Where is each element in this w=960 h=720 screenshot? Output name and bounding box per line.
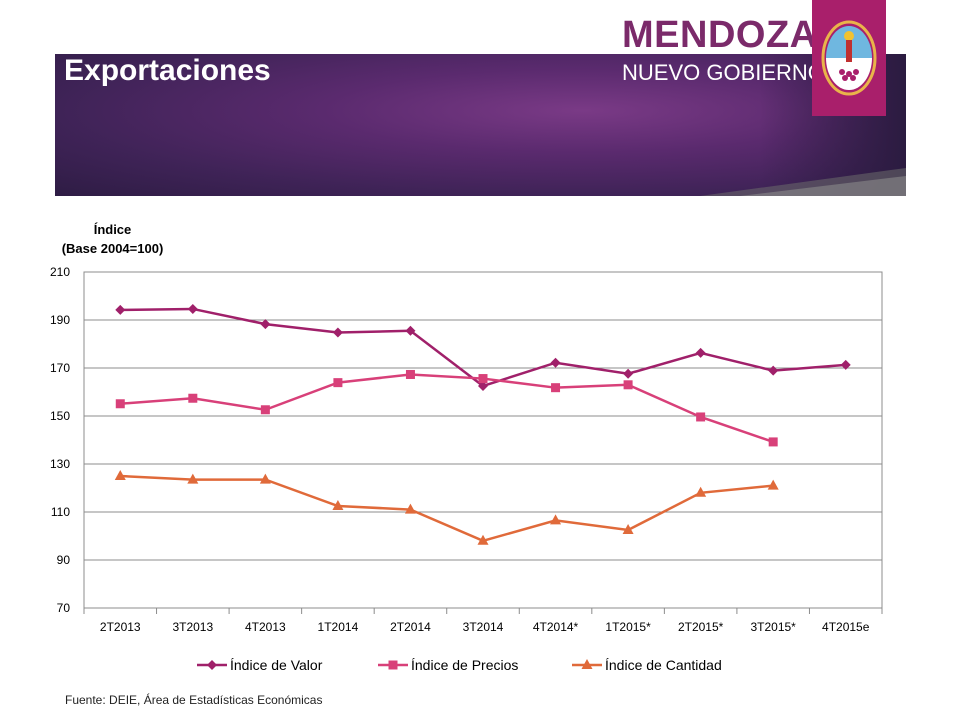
data-point-0 (478, 381, 488, 391)
x-tick-label: 3T2013 (172, 620, 213, 634)
data-point-2 (695, 486, 707, 497)
x-tick-label: 3T2015* (750, 620, 796, 634)
y-axis-label-line2: (Base 2004=100) (61, 241, 164, 256)
data-point-2 (622, 524, 634, 534)
legend-label: Índice de Precios (411, 657, 518, 673)
x-tick-label: 2T2013 (100, 620, 141, 634)
x-tick-label: 2T2015* (678, 620, 724, 634)
data-point-1 (333, 378, 343, 388)
y-tick-label: 110 (51, 505, 70, 519)
y-tick-label: 170 (50, 361, 70, 375)
data-point-1 (768, 437, 778, 447)
y-tick-label: 210 (50, 265, 70, 279)
data-point-2 (477, 534, 489, 545)
data-point-0 (405, 325, 416, 336)
data-point-2 (404, 503, 416, 514)
data-point-1 (115, 399, 125, 409)
y-tick-label: 150 (50, 409, 70, 423)
series-line-2 (120, 474, 774, 543)
banner-swoosh (700, 168, 906, 196)
data-point-2 (332, 500, 344, 510)
data-point-1 (188, 393, 198, 403)
x-tick-label: 1T2015* (605, 620, 651, 634)
data-point-2 (767, 479, 779, 490)
slide-title: Exportaciones (64, 54, 271, 87)
x-tick-label: 3T2014 (463, 620, 504, 634)
x-tick-label: 1T2014 (318, 620, 359, 634)
data-point-0 (695, 347, 706, 358)
series-line-1 (120, 373, 774, 444)
data-point-0 (768, 365, 779, 376)
y-tick-label: 130 (50, 457, 70, 471)
data-point-1 (623, 380, 633, 390)
legend-label: Índice de Valor (230, 657, 323, 673)
x-tick-label: 4T2014* (533, 620, 579, 634)
y-tick-label: 90 (57, 553, 71, 567)
source-note: Fuente: DEIE, Área de Estadísticas Econó… (65, 693, 323, 707)
data-point-0 (840, 359, 851, 370)
y-tick-label: 190 (50, 313, 70, 327)
data-point-2 (187, 473, 199, 484)
logo-subtitle: NUEVO GOBIERNO (622, 60, 825, 85)
data-point-1 (478, 374, 488, 384)
y-axis-label-line1: Índice (93, 222, 132, 237)
data-point-0 (623, 368, 634, 379)
x-tick-label: 4T2015e (822, 620, 870, 634)
data-point-1 (551, 383, 561, 393)
y-axis-label: Índice (Base 2004=100) (60, 220, 165, 258)
data-point-0 (260, 319, 271, 330)
x-tick-label: 4T2013 (245, 620, 286, 634)
provincial-shield-icon (821, 20, 877, 96)
data-point-0 (550, 357, 561, 368)
data-point-1 (260, 405, 270, 415)
legend-marker-0 (207, 660, 217, 670)
legend-marker-2 (581, 659, 593, 669)
legend-label: Índice de Cantidad (605, 657, 722, 673)
data-point-1 (405, 369, 415, 379)
y-tick-label: 70 (57, 601, 71, 615)
legend-marker-1 (388, 660, 398, 670)
data-point-2 (550, 514, 562, 525)
data-point-2 (114, 470, 126, 480)
logo-badge (812, 0, 886, 116)
data-point-1 (696, 412, 706, 422)
data-point-0 (115, 304, 126, 315)
plot-area (83, 271, 883, 609)
data-point-2 (259, 473, 271, 484)
logo-name: MENDOZA (622, 14, 818, 56)
data-point-0 (332, 327, 343, 338)
x-tick-label: 2T2014 (390, 620, 431, 634)
data-point-0 (187, 303, 198, 314)
